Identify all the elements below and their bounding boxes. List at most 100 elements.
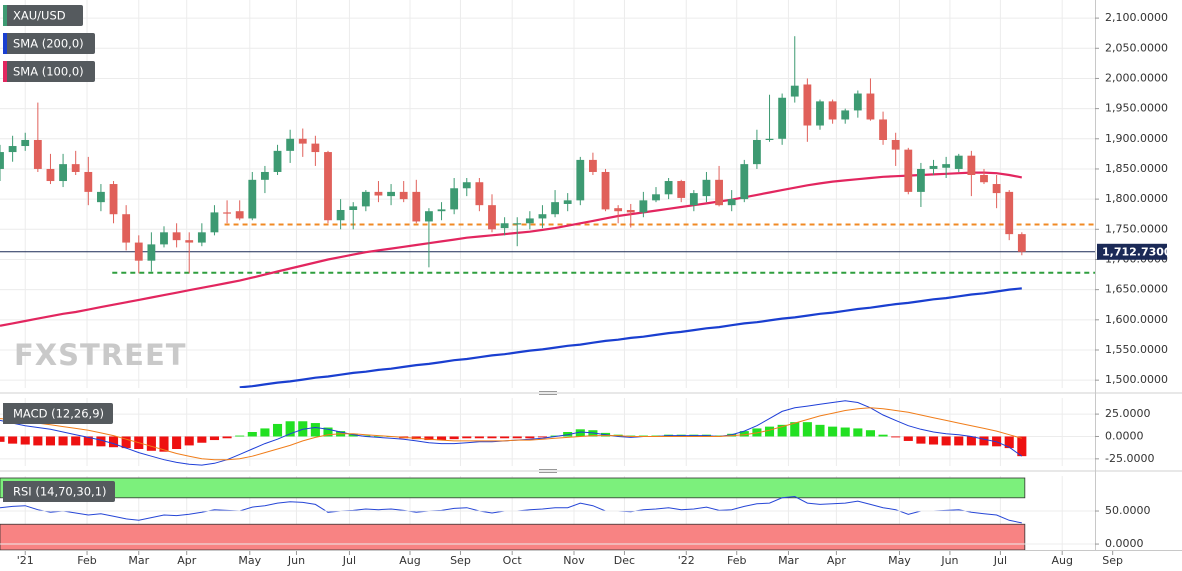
macd-histogram-bar (979, 436, 989, 446)
macd-histogram-bar (108, 436, 119, 448)
candle (652, 187, 660, 203)
candle (929, 159, 938, 175)
candle-body (311, 143, 320, 153)
y-tick-label: -25.0000 (1105, 452, 1154, 465)
macd-histogram-bar (323, 427, 333, 437)
candle (954, 153, 963, 172)
candle-body (399, 191, 408, 200)
candle-body (122, 214, 131, 243)
candle (1017, 232, 1026, 256)
candle-body (929, 165, 938, 169)
candle (8, 135, 17, 162)
candle-body (248, 179, 257, 219)
candle (462, 178, 471, 197)
candle-body (980, 174, 988, 183)
y-tick-label: 1,800.0000 (1105, 192, 1168, 205)
legend-box (3, 5, 83, 26)
macd-histogram-bar (777, 424, 787, 437)
x-tick-label: May (238, 554, 261, 567)
candle-body (59, 164, 67, 182)
x-tick-label: Mar (778, 554, 799, 567)
y-tick-label: 50.0000 (1105, 504, 1151, 517)
macd-histogram-bar (537, 436, 547, 438)
candle (97, 184, 105, 212)
candle-body (727, 199, 736, 206)
macd-histogram-bar (33, 436, 43, 446)
rsi-plot (0, 477, 1026, 550)
candle-body (576, 159, 585, 201)
legend-swatch (3, 403, 7, 424)
candle (387, 184, 395, 206)
watermark: FXSTREET (14, 338, 187, 372)
y-tick-label: 1,750.0000 (1105, 222, 1168, 235)
candle (904, 147, 913, 195)
legend-label: XAU/USD (13, 9, 66, 23)
macd-histogram-bar (0, 436, 5, 442)
candle (71, 150, 80, 175)
candle-body (235, 211, 244, 219)
candle-body (652, 194, 660, 201)
macd-histogram-bar (235, 435, 245, 437)
candle-body (992, 184, 1001, 194)
candle (689, 190, 698, 212)
candle-body (261, 171, 269, 180)
oversold-band (0, 523, 1026, 550)
macd-histogram-bar (222, 436, 232, 439)
macd-histogram-bar (247, 432, 257, 437)
legend-label: SMA (200,0) (13, 37, 84, 51)
candle (816, 99, 824, 130)
candle-body (626, 209, 635, 213)
macd-histogram-bar (310, 423, 320, 437)
candle (980, 168, 988, 185)
candle-body (916, 168, 925, 192)
macd-histogram-bar (815, 424, 825, 437)
macd-histogram-bar (449, 436, 459, 440)
candle (853, 90, 862, 118)
candle (273, 144, 282, 175)
x-tick-label: Mar (128, 554, 149, 567)
candle-body (210, 212, 219, 233)
candle-body (197, 232, 206, 243)
candle (664, 178, 673, 200)
candle (324, 150, 332, 224)
legend-box (3, 403, 113, 424)
candle (715, 165, 723, 207)
candle-body (765, 138, 774, 140)
macd-histogram-bar (500, 436, 510, 439)
candle-body (538, 214, 547, 219)
candle (134, 235, 143, 274)
candle-body (639, 200, 648, 213)
legend-label: SMA (100,0) (13, 65, 84, 79)
candle-body (450, 188, 459, 210)
last-price-box (1097, 243, 1167, 260)
candle (286, 129, 295, 163)
legend-item: RSI (14,70,30,1) (3, 481, 115, 502)
candle-body (324, 152, 332, 221)
candle (21, 132, 30, 151)
candle (261, 165, 269, 194)
macd-histogram-bar (96, 436, 106, 447)
sma-line (0, 171, 1023, 327)
legend-swatch (3, 481, 7, 502)
candle-body (500, 223, 509, 229)
candle-body (475, 182, 484, 206)
x-tick-label: Feb (727, 554, 746, 567)
sma-line (239, 287, 1022, 388)
x-tick-label: Nov (563, 554, 585, 567)
candle-body (8, 146, 17, 153)
candle (828, 99, 837, 124)
candle (336, 199, 345, 230)
candle-body (513, 223, 522, 225)
candle (399, 181, 408, 203)
candle (513, 217, 522, 247)
candle-body (954, 155, 963, 169)
candle-body (816, 101, 824, 126)
candle-body (46, 168, 55, 182)
y-tick-label: 1,950.0000 (1105, 102, 1168, 115)
candle (916, 162, 925, 207)
candle (601, 168, 610, 212)
candle-body (387, 191, 395, 197)
candle (475, 178, 484, 212)
legend-swatch (3, 33, 7, 54)
